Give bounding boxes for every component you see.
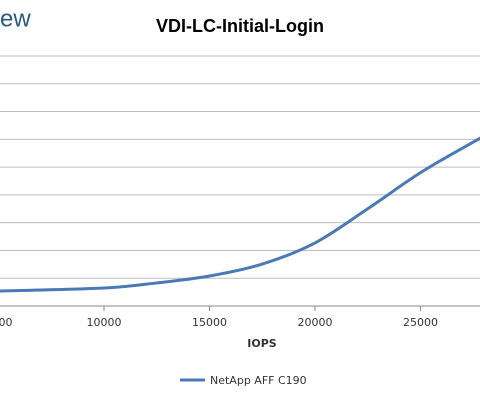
x-tick-label: 5000 xyxy=(0,316,13,329)
legend-label: NetApp AFF C190 xyxy=(210,374,307,387)
x-tick-label: 15000 xyxy=(192,316,227,329)
x-axis-label: IOPS xyxy=(247,337,277,350)
x-tick-label: 20000 xyxy=(298,316,333,329)
series-line xyxy=(0,136,480,293)
chart-title: VDI-LC-Initial-Login xyxy=(156,16,324,36)
logo: ew xyxy=(0,5,31,32)
x-tick-label: 10000 xyxy=(87,316,122,329)
x-tick-label: 25000 xyxy=(403,316,438,329)
